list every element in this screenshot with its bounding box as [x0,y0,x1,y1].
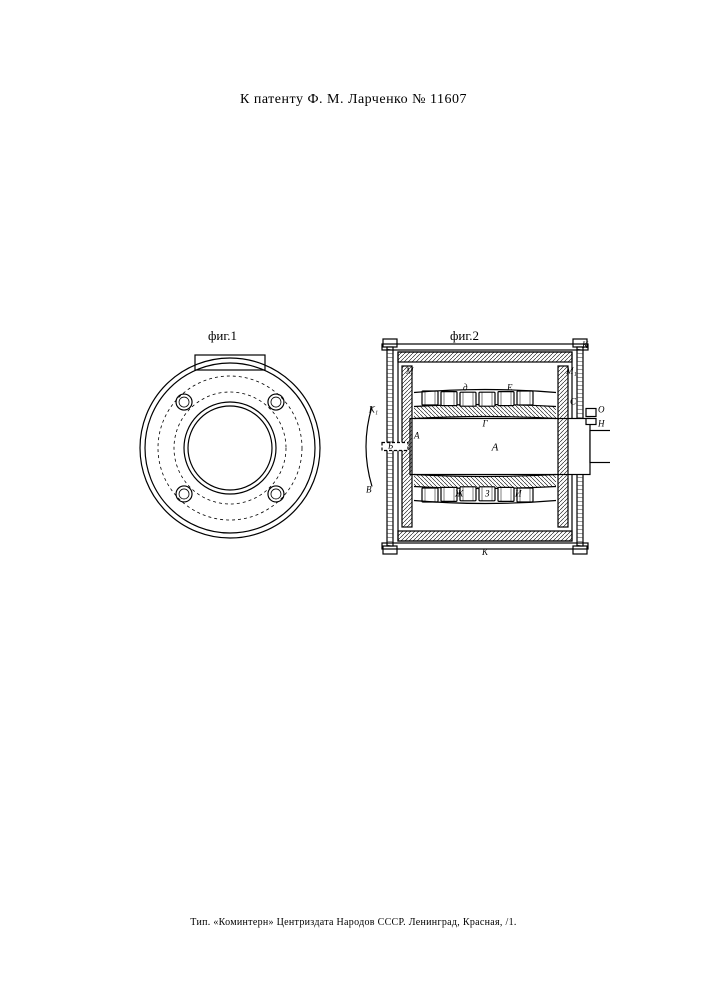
svg-text:М: М [405,366,414,376]
header-text: К патенту Ф. М. Ларченко № 11607 [240,92,467,107]
svg-text:Ж: Ж [454,489,464,499]
svg-text:С: С [570,397,577,407]
fig2-label: фиг.2 [450,328,479,344]
svg-text:В: В [366,485,372,495]
footer-text: Тип. «Коминтерн» Центриздата Народов ССС… [190,917,516,928]
svg-text:Н: Н [597,419,605,429]
svg-text:К₁: К₁ [368,405,378,415]
svg-text:И: И [514,489,522,499]
svg-text:Г: Г [481,419,488,429]
svg-text:Е: Е [506,383,513,393]
printer-footer: Тип. «Коминтерн» Центриздата Народов ССС… [0,917,707,928]
svg-text:К: К [481,547,489,557]
svg-text:К: К [581,340,589,350]
svg-text:З: З [485,489,490,499]
figures-area: фиг.1 фиг.2 А Б В Гд Е Ж З И К К₁ М М₁ НО С К А [100,330,610,570]
patent-header: К патенту Ф. М. Ларченко № 11607 [0,92,707,108]
svg-text:А: А [491,442,499,454]
svg-text:А: А [413,431,420,441]
svg-text:О: О [598,405,605,415]
technical-drawing: А Б В Гд Е Ж З И К К₁ М М₁ НО С К А [100,330,610,570]
fig1-label: фиг.1 [208,328,237,344]
svg-text:М₁: М₁ [565,366,577,376]
svg-text:Б: Б [387,441,394,451]
svg-text:д: д [463,383,468,393]
